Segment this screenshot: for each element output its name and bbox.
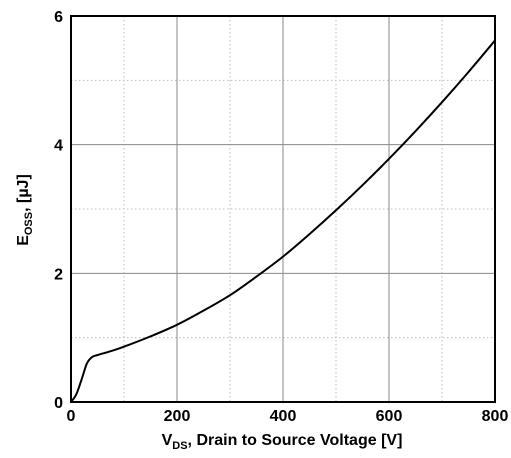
x-tick-label: 400 [270, 408, 297, 425]
x-tick-label: 0 [67, 408, 76, 425]
y-axis-title: EOSS, [µJ] [15, 174, 35, 246]
y-axis-title-subscript: OSS [23, 212, 35, 235]
y-tick-label: 4 [54, 138, 63, 155]
y-tick-label: 0 [54, 395, 63, 412]
x-axis-title-subscript: DS [172, 440, 187, 452]
plot-frame [70, 15, 496, 403]
x-axis-title-rest: , Drain to Source Voltage [V] [188, 432, 403, 449]
y-axis-title-main: E [15, 235, 32, 246]
y-tick-label: 6 [54, 9, 63, 26]
series-layer [70, 39, 496, 403]
x-axis-title-main: V [162, 432, 173, 449]
grid [71, 16, 495, 402]
y-tick-label: 2 [54, 266, 63, 283]
x-tick-label: 600 [376, 408, 403, 425]
series-line-eoss [70, 39, 496, 403]
x-axis-title: VDS, Drain to Source Voltage [V] [162, 432, 403, 452]
x-tick-label: 800 [482, 408, 509, 425]
tick-labels: 0 200 400 600 800 0 2 4 6 [54, 9, 508, 425]
x-tick-label: 200 [164, 408, 191, 425]
y-axis-title-rest: , [µJ] [15, 174, 32, 212]
